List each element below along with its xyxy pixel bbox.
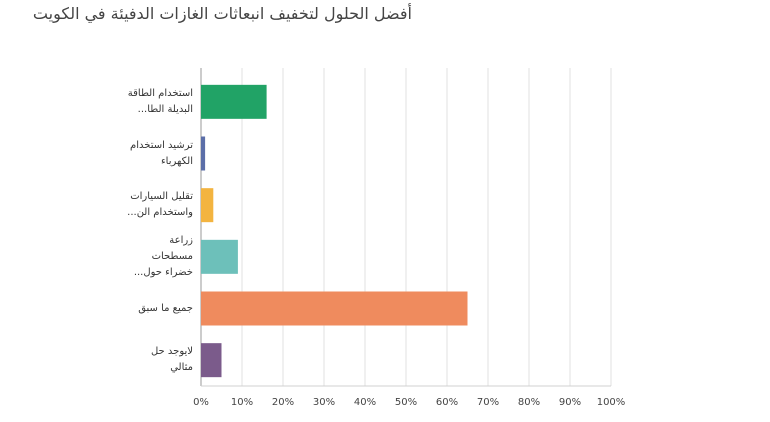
chart-title: أفضل الحلول لتخفيف انبعاثات الغازات الدف…	[32, 4, 412, 23]
y-tick-label: تقليل السيارات واستخدام الن...	[127, 191, 193, 219]
bar	[201, 136, 206, 171]
x-tick-label: 40%	[354, 397, 376, 408]
x-tick-label: 50%	[395, 397, 417, 408]
x-tick-label: 100%	[597, 397, 626, 408]
bar	[201, 84, 267, 119]
y-tick-label: جميع ما سبق	[138, 302, 193, 314]
x-tick-label: 0%	[193, 397, 209, 408]
x-tick-label: 70%	[477, 397, 499, 408]
x-tick-label: 90%	[559, 397, 581, 408]
bar	[201, 291, 468, 326]
y-tick-label: استخدام الطاقة البديلة الطا...	[127, 87, 193, 115]
x-tick-label: 30%	[313, 397, 335, 408]
x-tick-label: 80%	[518, 397, 540, 408]
x-tick-label: 10%	[231, 397, 253, 408]
bar	[201, 239, 238, 274]
bar	[201, 343, 222, 378]
y-tick-label: زراعة مسطحات خضراء حول...	[133, 234, 193, 278]
x-tick-label: 20%	[272, 397, 294, 408]
bar	[201, 188, 214, 223]
y-tick-label: ترشيد استخدام الكهرباء	[130, 139, 193, 167]
y-tick-label: لايوجد حل مثالي	[150, 346, 193, 374]
x-tick-label: 60%	[436, 397, 458, 408]
